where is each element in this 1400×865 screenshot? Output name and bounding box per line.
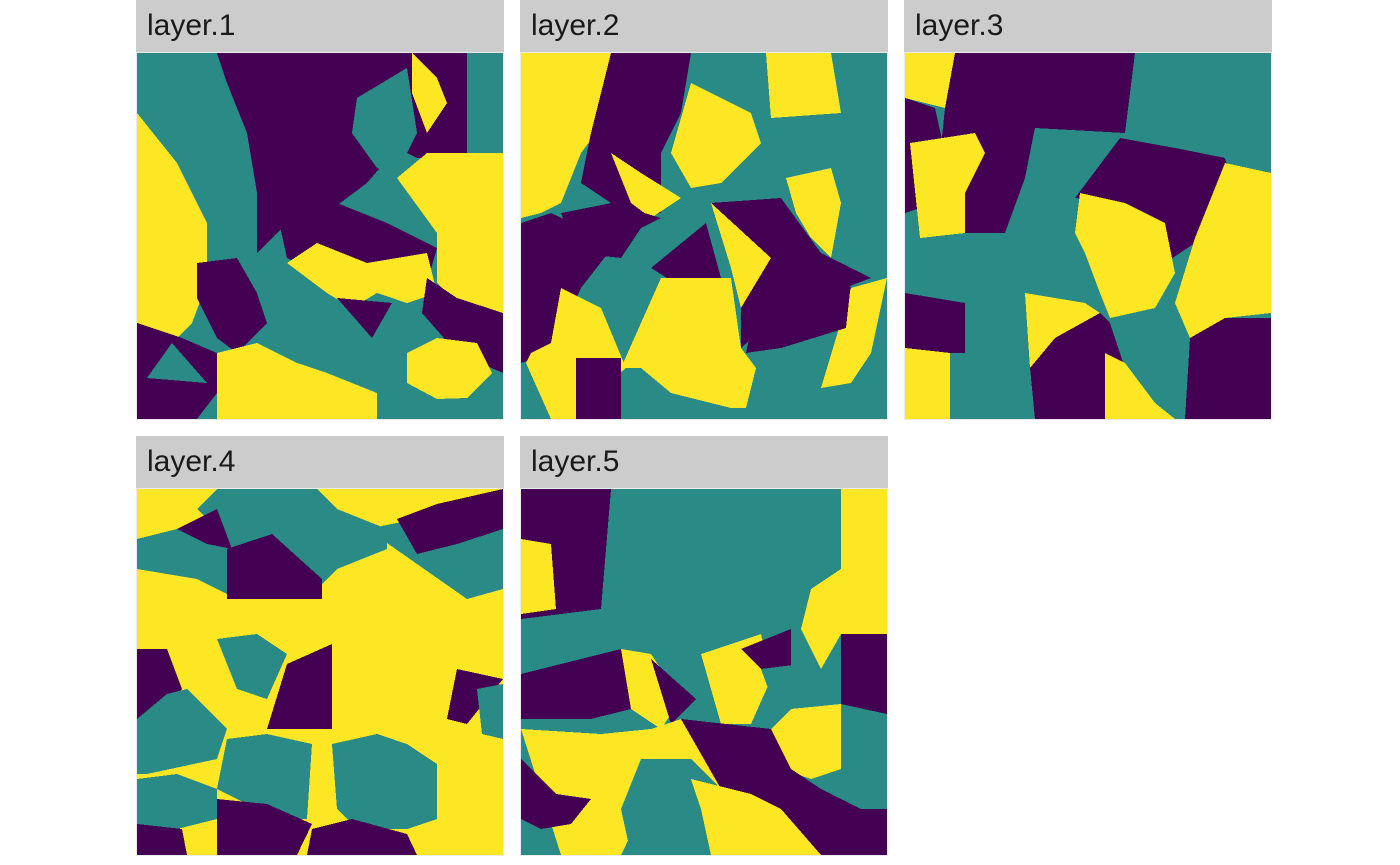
facet-panel-layer-4: layer.4 <box>136 436 504 856</box>
raster-region <box>1185 318 1271 419</box>
raster-region <box>905 348 950 419</box>
raster-region <box>651 223 721 293</box>
raster-region <box>581 53 691 218</box>
raster-region <box>137 113 207 338</box>
facet-strip: layer.2 <box>520 0 888 52</box>
raster-region <box>741 629 791 679</box>
raster-region <box>521 213 616 363</box>
raster-region <box>651 659 696 724</box>
facet-title: layer.4 <box>147 445 236 478</box>
raster-region <box>771 704 841 779</box>
raster-region <box>227 534 322 599</box>
raster-region <box>910 133 985 238</box>
facet-title: layer.5 <box>531 445 620 478</box>
raster-region <box>935 53 1135 233</box>
raster-region <box>621 278 756 408</box>
raster-region <box>287 243 437 308</box>
raster-region <box>267 644 332 729</box>
raster-region <box>137 824 187 855</box>
raster-plot <box>520 488 888 856</box>
raster-region <box>841 634 887 714</box>
raster-region <box>137 689 227 774</box>
raster-region <box>177 509 232 549</box>
raster-region <box>422 278 503 373</box>
facet-panel-layer-3: layer.3 <box>904 0 1272 420</box>
raster-region <box>576 358 621 419</box>
facet-title: layer.2 <box>531 9 620 42</box>
raster-region <box>711 203 771 308</box>
raster-plot <box>520 52 888 420</box>
raster-plot <box>136 488 504 856</box>
raster-region <box>691 779 821 855</box>
raster-region <box>307 819 417 855</box>
raster-region <box>217 343 377 419</box>
raster-region <box>197 258 267 353</box>
raster-region <box>711 198 871 348</box>
raster-region <box>766 53 841 118</box>
raster-region <box>352 68 417 173</box>
raster-region <box>332 734 437 829</box>
raster-region <box>521 649 631 719</box>
facet-panel-layer-5: layer.5 <box>520 436 888 856</box>
facet-strip: layer.5 <box>520 436 888 488</box>
raster-region <box>1105 353 1175 419</box>
raster-plot <box>904 52 1272 420</box>
raster-region <box>905 53 955 108</box>
raster-region <box>337 298 392 338</box>
raster-region <box>1175 163 1271 338</box>
raster-region <box>137 774 217 829</box>
raster-region <box>821 278 887 388</box>
raster-region <box>477 684 503 739</box>
facet-panel-layer-1: layer.1 <box>136 0 504 420</box>
facet-title: layer.3 <box>915 9 1004 42</box>
raster-region <box>1075 193 1175 318</box>
raster-region <box>521 759 591 829</box>
raster-region <box>801 489 887 669</box>
raster-region <box>412 53 447 133</box>
raster-region <box>1030 313 1125 419</box>
raster-region <box>217 634 287 699</box>
facet-strip: layer.4 <box>136 436 504 488</box>
raster-region <box>746 283 851 353</box>
raster-region <box>671 83 761 188</box>
raster-plot <box>136 52 504 420</box>
raster-region <box>786 168 841 258</box>
raster-region <box>407 338 492 399</box>
raster-region <box>217 799 312 855</box>
raster-region <box>397 489 503 554</box>
raster-region <box>447 669 503 724</box>
raster-region <box>1025 293 1100 368</box>
raster-region <box>611 153 681 218</box>
facet-strip: layer.1 <box>136 0 504 52</box>
raster-region <box>521 539 556 614</box>
raster-region <box>521 53 611 218</box>
raster-region <box>905 293 965 353</box>
facet-strip: layer.3 <box>904 0 1272 52</box>
raster-region <box>621 649 681 729</box>
facet-title: layer.1 <box>147 9 236 42</box>
raster-region <box>397 153 503 333</box>
raster-region <box>137 649 182 724</box>
raster-region <box>217 734 312 819</box>
raster-region <box>147 343 207 383</box>
facet-panel-layer-2: layer.2 <box>520 0 888 420</box>
